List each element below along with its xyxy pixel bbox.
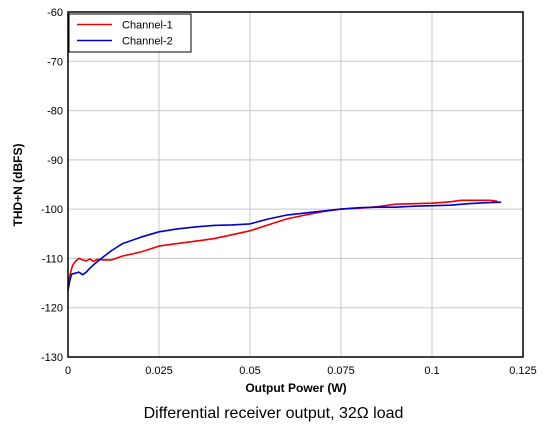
series-lines: [67, 199, 502, 291]
x-tick-label: 0.1: [424, 365, 439, 377]
y-tick-label: -110: [42, 253, 63, 265]
y-tick-label: -120: [41, 303, 63, 315]
x-tick-label: 0.05: [239, 365, 260, 377]
legend-box: [68, 13, 192, 53]
legend: Channel-1 Channel-2: [68, 13, 192, 53]
x-tick-label: 0.125: [509, 365, 537, 377]
chart-caption: Differential receiver output, 32Ω load: [143, 405, 404, 422]
y-tick-label: -100: [41, 204, 63, 216]
x-axis-title: Output Power (W): [245, 381, 346, 395]
series-line-channel-2: [67, 201, 502, 291]
y-tick-label: -90: [47, 155, 63, 167]
legend-label-channel-1: Channel-1: [122, 20, 173, 32]
y-tick-label: -130: [41, 352, 63, 364]
thd-n-chart: 0 0.025 0.05 0.075 0.1 0.125 -60 -70 -80 -90 -100…: [11, 7, 537, 395]
y-tick-label: -70: [47, 56, 63, 68]
y-tick-label: -60: [47, 7, 63, 19]
y-tick-label: -80: [47, 106, 63, 118]
y-tick-labels: -60 -70 -80 -90 -100 -110 -120 -130: [41, 7, 63, 364]
x-tick-label: 0: [65, 365, 71, 377]
x-tick-label: 0.075: [327, 365, 355, 377]
x-tick-labels: 0 0.025 0.05 0.075 0.1 0.125: [65, 365, 537, 377]
x-tick-label: 0.025: [145, 365, 173, 377]
plot-area: [68, 12, 523, 357]
legend-label-channel-2: Channel-2: [122, 36, 173, 48]
grid-lines: [68, 12, 523, 357]
y-axis-title: THD+N (dBFS): [11, 144, 25, 227]
series-line-channel-1: [67, 199, 498, 286]
plot-border: [67, 11, 524, 358]
